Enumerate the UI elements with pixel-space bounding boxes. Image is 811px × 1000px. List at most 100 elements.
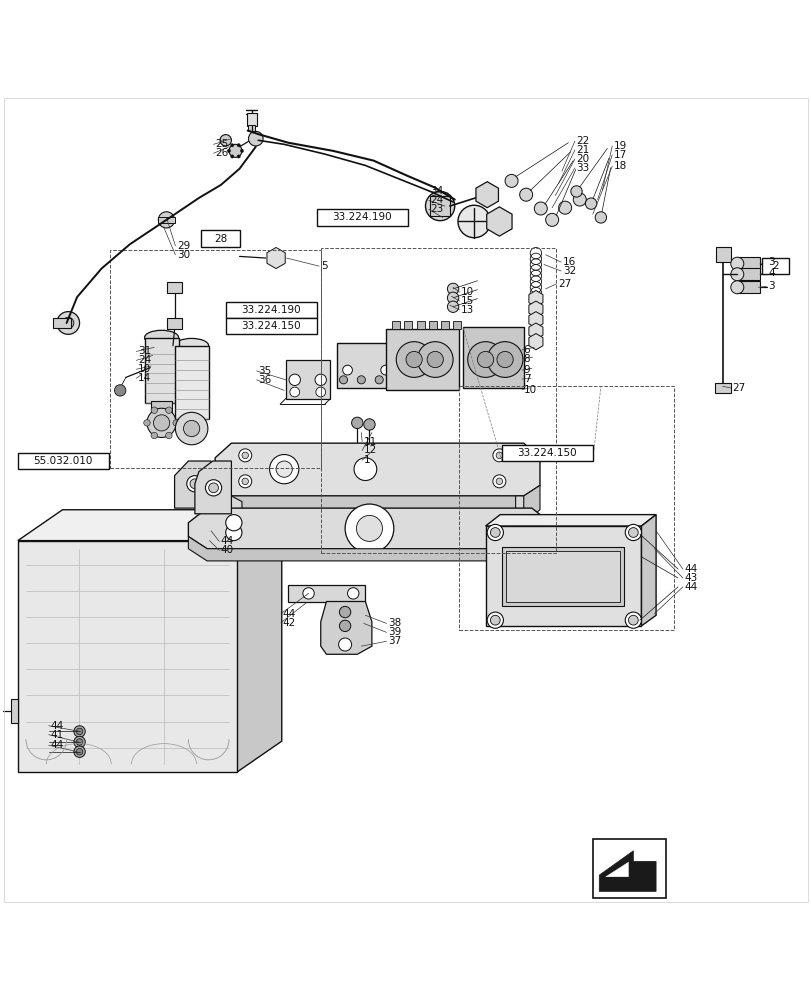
Text: 28: 28 <box>214 234 227 244</box>
Circle shape <box>240 149 243 152</box>
Text: 23: 23 <box>430 204 443 214</box>
Circle shape <box>173 420 179 426</box>
Circle shape <box>495 515 511 531</box>
Bar <box>416 321 424 329</box>
Bar <box>320 248 556 553</box>
Circle shape <box>315 387 325 397</box>
Text: 27: 27 <box>557 279 570 289</box>
Polygon shape <box>267 247 285 269</box>
Text: 14: 14 <box>138 373 151 383</box>
Circle shape <box>492 475 505 488</box>
Text: 13: 13 <box>461 305 474 315</box>
Bar <box>247 113 256 126</box>
Bar <box>501 547 623 606</box>
Circle shape <box>496 351 513 368</box>
Text: 10: 10 <box>523 385 536 395</box>
Circle shape <box>187 476 203 492</box>
Text: 2: 2 <box>771 261 778 271</box>
Text: 30: 30 <box>177 250 190 260</box>
Circle shape <box>496 452 502 459</box>
Text: 12: 12 <box>363 445 376 455</box>
Bar <box>201 230 240 247</box>
Circle shape <box>339 606 350 618</box>
Bar <box>592 839 665 898</box>
Text: 33.224.190: 33.224.190 <box>332 212 392 222</box>
Polygon shape <box>528 312 543 328</box>
Polygon shape <box>528 323 543 339</box>
Bar <box>761 258 788 274</box>
Circle shape <box>230 144 234 147</box>
Bar <box>285 360 330 398</box>
Circle shape <box>417 342 453 377</box>
Text: 40: 40 <box>221 545 234 555</box>
Circle shape <box>242 452 248 459</box>
Text: 33: 33 <box>576 163 589 173</box>
Circle shape <box>290 387 299 397</box>
Circle shape <box>354 458 376 481</box>
Text: 21: 21 <box>576 145 589 155</box>
Text: 10: 10 <box>461 287 474 297</box>
Bar <box>174 346 208 419</box>
Circle shape <box>628 528 637 537</box>
Text: 7: 7 <box>523 374 530 384</box>
Circle shape <box>268 250 284 266</box>
Text: 19: 19 <box>613 141 626 151</box>
Circle shape <box>492 449 505 462</box>
Text: 26: 26 <box>215 148 228 158</box>
Bar <box>158 217 174 223</box>
Circle shape <box>248 131 263 146</box>
Circle shape <box>357 376 365 384</box>
Text: 15: 15 <box>461 296 474 306</box>
Bar <box>714 383 730 393</box>
Text: 44: 44 <box>221 536 234 546</box>
Polygon shape <box>215 443 539 496</box>
Circle shape <box>380 365 390 375</box>
Polygon shape <box>215 485 539 523</box>
Circle shape <box>238 449 251 462</box>
Circle shape <box>76 739 83 745</box>
Circle shape <box>230 155 234 158</box>
Circle shape <box>165 432 172 439</box>
Text: 44: 44 <box>684 564 697 574</box>
Bar <box>316 209 407 226</box>
Polygon shape <box>174 461 211 508</box>
Text: 10: 10 <box>138 364 151 374</box>
Text: 31: 31 <box>138 346 151 356</box>
Polygon shape <box>231 496 242 534</box>
Text: 3: 3 <box>767 281 774 291</box>
Bar <box>144 338 178 403</box>
Bar <box>225 302 316 318</box>
Circle shape <box>396 342 431 377</box>
Text: 27: 27 <box>732 383 744 393</box>
Text: 36: 36 <box>258 375 271 385</box>
Circle shape <box>356 515 382 541</box>
Polygon shape <box>475 182 498 208</box>
Circle shape <box>315 374 326 386</box>
Bar <box>404 321 412 329</box>
Text: 3: 3 <box>767 257 774 267</box>
Bar <box>736 268 759 280</box>
Circle shape <box>447 283 458 295</box>
Circle shape <box>208 483 218 493</box>
Polygon shape <box>528 334 543 350</box>
Circle shape <box>165 407 172 413</box>
Circle shape <box>147 408 176 437</box>
Circle shape <box>490 528 500 537</box>
Circle shape <box>545 213 558 226</box>
Bar <box>248 125 255 131</box>
Circle shape <box>519 188 532 201</box>
Polygon shape <box>237 510 281 772</box>
Circle shape <box>628 615 637 625</box>
Bar <box>430 196 449 216</box>
Text: 55.032.010: 55.032.010 <box>33 456 93 466</box>
Text: 34: 34 <box>430 186 443 196</box>
Polygon shape <box>599 851 655 891</box>
Circle shape <box>237 155 240 158</box>
Polygon shape <box>528 301 543 317</box>
Text: 8: 8 <box>523 354 530 364</box>
Text: 43: 43 <box>684 573 697 583</box>
Circle shape <box>114 385 126 396</box>
Circle shape <box>242 478 248 485</box>
Circle shape <box>269 455 298 484</box>
Circle shape <box>237 144 240 147</box>
